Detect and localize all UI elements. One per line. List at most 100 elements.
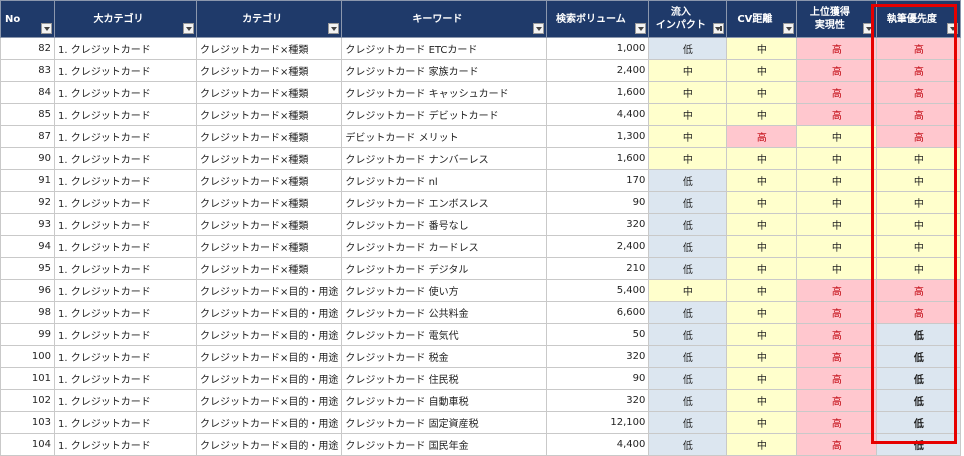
cell-cv-distance[interactable]: 中 [726,411,798,434]
cell-rank-feasibility[interactable]: 高 [796,345,878,368]
table-row[interactable]: 95 1. クレジットカード クレジットカード×種類 クレジットカード デジタル 210… [0,257,962,280]
cell-volume[interactable]: 50 [546,323,650,346]
cell-volume[interactable]: 1,000 [546,37,650,60]
filter-dropdown-icon[interactable] [863,23,875,34]
cell-keyword[interactable]: クレジットカード 住民税 [341,367,548,390]
cell-major-category[interactable]: 1. クレジットカード [54,81,197,104]
cell-cv-distance[interactable]: 中 [726,59,798,82]
cell-impact[interactable]: 中 [648,125,728,148]
cell-priority[interactable]: 低 [876,411,962,434]
table-row[interactable]: 82 1. クレジットカード クレジットカード×種類 クレジットカード ETCカード 1… [0,37,962,60]
cell-rank-feasibility[interactable]: 中 [796,125,878,148]
cell-no[interactable]: 90 [0,147,55,170]
cell-rank-feasibility[interactable]: 中 [796,257,878,280]
cell-volume[interactable]: 90 [546,367,650,390]
cell-major-category[interactable]: 1. クレジットカード [54,433,197,456]
cell-rank-feasibility[interactable]: 中 [796,213,878,236]
cell-no[interactable]: 102 [0,389,55,412]
cell-category[interactable]: クレジットカード×種類 [195,59,343,82]
cell-impact[interactable]: 低 [648,323,728,346]
cell-impact[interactable]: 低 [648,235,728,258]
cell-category[interactable]: クレジットカード×目的・用途 [195,367,343,390]
cell-cv-distance[interactable]: 中 [726,389,798,412]
table-row[interactable]: 98 1. クレジットカード クレジットカード×目的・用途 クレジットカード 公共料金… [0,301,962,324]
cell-major-category[interactable]: 1. クレジットカード [54,389,197,412]
cell-impact[interactable]: 低 [648,213,728,236]
cell-priority[interactable]: 高 [876,125,962,148]
table-row[interactable]: 104 1. クレジットカード クレジットカード×目的・用途 クレジットカード 国民年… [0,433,962,456]
cell-volume[interactable]: 170 [546,169,650,192]
filter-dropdown-icon[interactable] [783,23,795,34]
cell-impact[interactable]: 中 [648,279,728,302]
cell-category[interactable]: クレジットカード×種類 [195,257,343,280]
cell-category[interactable]: クレジットカード×目的・用途 [195,411,343,434]
cell-no[interactable]: 87 [0,125,55,148]
cell-major-category[interactable]: 1. クレジットカード [54,147,197,170]
cell-priority[interactable]: 高 [876,81,962,104]
cell-no[interactable]: 100 [0,345,55,368]
cell-rank-feasibility[interactable]: 高 [796,103,878,126]
cell-major-category[interactable]: 1. クレジットカード [54,169,197,192]
cell-volume[interactable]: 320 [546,213,650,236]
cell-rank-feasibility[interactable]: 中 [796,147,878,170]
cell-cv-distance[interactable]: 中 [726,37,798,60]
cell-keyword[interactable]: クレジットカード デジタル [341,257,548,280]
cell-cv-distance[interactable]: 中 [726,235,798,258]
filter-dropdown-icon[interactable] [41,23,52,34]
cell-major-category[interactable]: 1. クレジットカード [54,279,197,302]
cell-rank-feasibility[interactable]: 高 [796,279,878,302]
cell-priority[interactable]: 低 [876,345,962,368]
cell-no[interactable]: 95 [0,257,55,280]
cell-priority[interactable]: 高 [876,279,962,302]
cell-keyword[interactable]: クレジットカード 固定資産税 [341,411,548,434]
cell-no[interactable]: 98 [0,301,55,324]
table-row[interactable]: 90 1. クレジットカード クレジットカード×種類 クレジットカード ナンバーレス 1… [0,147,962,170]
cell-major-category[interactable]: 1. クレジットカード [54,411,197,434]
table-row[interactable]: 102 1. クレジットカード クレジットカード×目的・用途 クレジットカード 自動車… [0,389,962,412]
cell-volume[interactable]: 1,600 [546,81,650,104]
table-row[interactable]: 84 1. クレジットカード クレジットカード×種類 クレジットカード キャッシュカー… [0,81,962,104]
cell-category[interactable]: クレジットカード×種類 [195,191,343,214]
cell-volume[interactable]: 210 [546,257,650,280]
cell-category[interactable]: クレジットカード×種類 [195,125,343,148]
cell-rank-feasibility[interactable]: 高 [796,433,878,456]
cell-category[interactable]: クレジットカード×目的・用途 [195,389,343,412]
cell-category[interactable]: クレジットカード×種類 [195,37,343,60]
cell-volume[interactable]: 12,100 [546,411,650,434]
cell-impact[interactable]: 低 [648,345,728,368]
table-row[interactable]: 91 1. クレジットカード クレジットカード×種類 クレジットカード nl 170 低中… [0,169,962,192]
cell-rank-feasibility[interactable]: 中 [796,169,878,192]
cell-volume[interactable]: 320 [546,389,650,412]
cell-rank-feasibility[interactable]: 高 [796,389,878,412]
cell-priority[interactable]: 中 [876,191,962,214]
cell-impact[interactable]: 低 [648,191,728,214]
cell-impact[interactable]: 低 [648,433,728,456]
cell-cv-distance[interactable]: 中 [726,301,798,324]
table-row[interactable]: 94 1. クレジットカード クレジットカード×種類 クレジットカード カードレス 2,… [0,235,962,258]
table-row[interactable]: 85 1. クレジットカード クレジットカード×種類 クレジットカード デビットカード… [0,103,962,126]
cell-priority[interactable]: 低 [876,389,962,412]
cell-category[interactable]: クレジットカード×種類 [195,213,343,236]
cell-no[interactable]: 104 [0,433,55,456]
cell-category[interactable]: クレジットカード×目的・用途 [195,345,343,368]
cell-impact[interactable]: 低 [648,411,728,434]
cell-priority[interactable]: 中 [876,169,962,192]
cell-keyword[interactable]: クレジットカード 税金 [341,345,548,368]
table-row[interactable]: 93 1. クレジットカード クレジットカード×種類 クレジットカード 番号なし 320… [0,213,962,236]
cell-category[interactable]: クレジットカード×種類 [195,235,343,258]
cell-cv-distance[interactable]: 高 [726,125,798,148]
table-row[interactable]: 92 1. クレジットカード クレジットカード×種類 クレジットカード エンボスレス 9… [0,191,962,214]
cell-major-category[interactable]: 1. クレジットカード [54,103,197,126]
cell-category[interactable]: クレジットカード×目的・用途 [195,433,343,456]
cell-cv-distance[interactable]: 中 [726,191,798,214]
filter-dropdown-icon[interactable] [947,23,959,34]
cell-impact[interactable]: 低 [648,257,728,280]
cell-no[interactable]: 103 [0,411,55,434]
cell-cv-distance[interactable]: 中 [726,367,798,390]
cell-keyword[interactable]: クレジットカード ナンバーレス [341,147,548,170]
cell-major-category[interactable]: 1. クレジットカード [54,235,197,258]
table-row[interactable]: 103 1. クレジットカード クレジットカード×目的・用途 クレジットカード 固定資… [0,411,962,434]
cell-volume[interactable]: 4,400 [546,103,650,126]
cell-impact[interactable]: 低 [648,301,728,324]
cell-impact[interactable]: 低 [648,389,728,412]
